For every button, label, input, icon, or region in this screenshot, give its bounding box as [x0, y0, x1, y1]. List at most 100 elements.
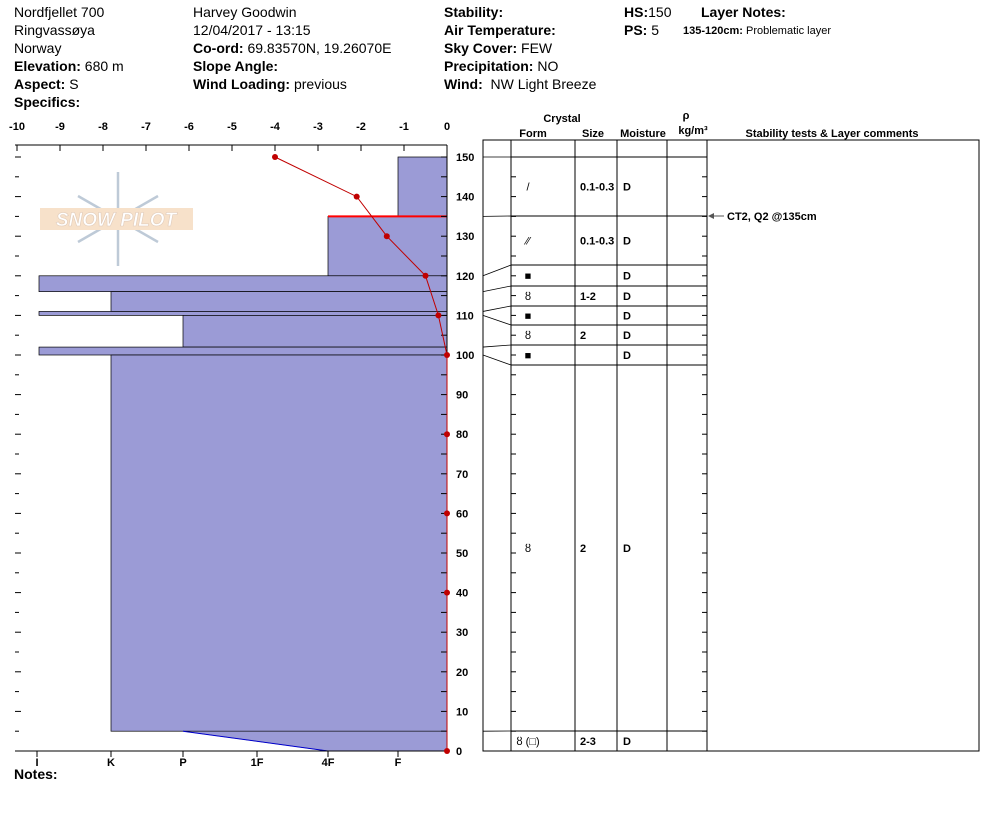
grain-size: 2 — [580, 543, 586, 555]
moisture: D — [623, 271, 631, 283]
moisture: D — [623, 291, 631, 303]
depth-tick-label: 10 — [456, 706, 468, 718]
depth-tick-label: 50 — [456, 548, 468, 560]
grain-form-icon: ȣ — [525, 543, 531, 555]
temperature-point — [444, 510, 450, 517]
depth-tick-label: 90 — [456, 390, 468, 402]
form-header: Form — [519, 128, 547, 140]
country: Norway — [14, 40, 62, 56]
region: Ringvassøya — [14, 22, 95, 38]
stability-comment: CT2, Q2 @135cm — [727, 211, 817, 223]
hardness-bar — [397, 156, 448, 217]
wind-loading: Wind Loading: previous — [193, 76, 347, 92]
moisture: D — [623, 350, 631, 362]
temp-tick-label: -1 — [399, 121, 409, 133]
depth-tick-label: 120 — [456, 271, 474, 283]
air-temperature: Air Temperature: — [444, 22, 556, 38]
density-symbol: ρ — [683, 110, 690, 122]
temp-tick-label: -6 — [184, 121, 194, 133]
depth-tick-label: 80 — [456, 429, 468, 441]
temp-tick-label: -7 — [141, 121, 151, 133]
hardness-bar — [327, 216, 448, 277]
temp-tick-label: -4 — [270, 121, 281, 133]
temperature-point — [444, 431, 450, 438]
coordinates: Co-ord: 69.83570N, 19.26070E — [193, 40, 392, 56]
stability: Stability: — [444, 4, 504, 20]
svg-text:SNOW PILOT: SNOW PILOT — [56, 210, 178, 231]
hardness-tick-label: P — [179, 757, 186, 769]
site-name: Nordfjellet 700 — [14, 4, 105, 20]
datetime: 12/04/2017 - 13:15 — [193, 22, 311, 38]
grain-form-icon: ■ — [525, 311, 532, 323]
layer-connector — [482, 354, 512, 366]
grain-size: 2-3 — [580, 736, 596, 748]
hardness-bar — [38, 275, 448, 292]
hardness-edge — [182, 730, 329, 752]
grain-size: 0.1-0.3 — [580, 182, 614, 194]
depth-tick-label: 100 — [456, 350, 474, 362]
grain-size: 2 — [580, 330, 586, 342]
grain-form-icon: ⁄⁄ — [523, 236, 532, 248]
depth-tick-label: 70 — [456, 469, 468, 481]
hardness-bar — [182, 730, 448, 752]
grain-form-icon: ȣ (□) — [516, 736, 539, 748]
temp-tick-label: -2 — [356, 121, 366, 133]
slope-angle: Slope Angle: — [193, 58, 279, 74]
depth-tick-label: 60 — [456, 508, 468, 520]
moisture: D — [623, 736, 631, 748]
crystal-header: Crystal — [543, 113, 580, 125]
moisture: D — [623, 311, 631, 323]
notes-label: Notes: — [14, 766, 58, 782]
hardness-tick-label: K — [107, 757, 115, 769]
temp-tick-label: -9 — [55, 121, 65, 133]
layer-connector — [482, 315, 512, 326]
grain-form-icon: ȣ — [525, 330, 531, 342]
depth-tick-label: 140 — [456, 192, 474, 204]
size-header: Size — [582, 128, 604, 140]
temperature-point — [383, 233, 390, 240]
temperature-line — [274, 156, 448, 751]
moisture: D — [623, 543, 631, 555]
hardness-bar — [38, 311, 448, 316]
temperature-point — [272, 154, 278, 160]
wind: Wind: NW Light Breeze — [444, 76, 597, 92]
layer-notes-label: Layer Notes: — [701, 4, 786, 20]
stability-arrowhead-icon — [708, 213, 714, 219]
observer: Harvey Goodwin — [193, 4, 297, 20]
layer-connector — [482, 264, 512, 277]
depth-tick-label: 30 — [456, 627, 468, 639]
density-unit: kg/m³ — [678, 125, 708, 137]
grain-form-icon: ȣ — [525, 291, 531, 303]
depth-tick-label: 0 — [456, 746, 462, 758]
hardness-tick-label: I — [35, 757, 38, 769]
temperature-point — [353, 193, 360, 200]
grain-size: 1-2 — [580, 291, 596, 303]
sky-cover: Sky Cover: FEW — [444, 40, 553, 56]
temp-tick-label: 0 — [444, 121, 450, 133]
elevation: Elevation: 680 m — [14, 58, 124, 74]
hardness-tick-label: 4F — [322, 757, 335, 769]
grain-form-icon: ■ — [525, 271, 532, 283]
grain-form-icon: / — [526, 182, 530, 194]
grain-size: 0.1-0.3 — [580, 236, 614, 248]
hardness-bar — [110, 354, 448, 732]
grain-form-icon: ■ — [525, 350, 532, 362]
hs: HS:150 — [624, 4, 672, 20]
aspect: Aspect: S — [14, 76, 79, 92]
layer-connector — [482, 344, 512, 348]
temp-tick-label: -3 — [313, 121, 323, 133]
temperature-point — [435, 312, 442, 319]
temp-tick-label: -8 — [98, 121, 108, 133]
hardness-tick-label: F — [395, 757, 402, 769]
temp-tick-label: -5 — [227, 121, 237, 133]
snow-pilot-logo: SNOW PILOT — [40, 172, 193, 266]
temperature-point — [422, 272, 429, 279]
depth-tick-label: 130 — [456, 231, 474, 243]
hardness-tick-label: 1F — [251, 757, 264, 769]
comments-header: Stability tests & Layer comments — [745, 128, 918, 140]
temperature-point — [444, 352, 450, 358]
moisture-header: Moisture — [620, 128, 666, 140]
temperature-point — [444, 589, 450, 596]
